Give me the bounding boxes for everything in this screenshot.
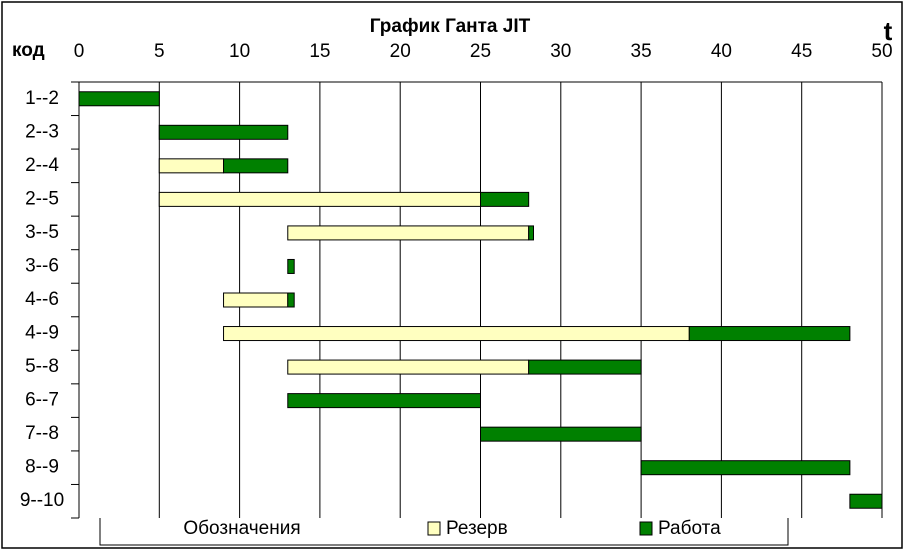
y-tick-label: 2--5 (25, 188, 59, 209)
bar (528, 225, 534, 241)
y-tick-label: 2--4 (25, 155, 59, 176)
x-tick-label: 15 (309, 41, 330, 62)
x-tick-label: 0 (74, 41, 85, 62)
bar (78, 91, 160, 107)
bar (480, 191, 530, 207)
legend-title: Обозначения (183, 518, 300, 539)
bar (688, 326, 851, 342)
bar (287, 393, 481, 409)
x-tick-label: 25 (470, 41, 491, 62)
bar (158, 158, 225, 174)
chart-title: График Ганта JIT (370, 16, 531, 37)
y-tick-label: 2--3 (25, 121, 59, 142)
legend-swatch (427, 521, 441, 536)
y-tick-label: 7--8 (25, 423, 59, 444)
bar (223, 158, 289, 174)
y-tick-label: 5--8 (25, 356, 59, 377)
bar (640, 460, 851, 476)
y-tick-label: 4--6 (25, 289, 59, 310)
x-tick-label: 30 (550, 41, 571, 62)
y-tick-label: 1--2 (25, 88, 59, 109)
legend (99, 513, 789, 546)
bar (528, 359, 642, 375)
x-axis-label: t (884, 16, 893, 46)
bar (480, 426, 642, 442)
x-tick-label: 40 (711, 41, 732, 62)
x-tick-label: 50 (871, 41, 892, 62)
x-tick-label: 45 (791, 41, 812, 62)
bar (223, 326, 690, 342)
bar (158, 191, 482, 207)
y-tick-label: 8--9 (25, 457, 59, 478)
bar (287, 225, 530, 241)
y-tick-label: 3--6 (25, 255, 59, 276)
bar (287, 292, 295, 308)
legend-label: Работа (658, 518, 721, 539)
bar (287, 258, 295, 274)
legend-swatch (639, 521, 653, 536)
x-tick-label: 5 (154, 41, 165, 62)
y-tick-label: 6--7 (25, 390, 59, 411)
x-tick-label: 10 (229, 41, 250, 62)
legend-label: Резерв (446, 518, 508, 539)
y-tick-label: 9--10 (20, 490, 64, 511)
bar (287, 359, 530, 375)
x-tick-label: 20 (390, 41, 411, 62)
y-tick-label: 3--5 (25, 222, 59, 243)
y-axis-label: код (12, 40, 45, 61)
x-tick-label: 35 (631, 41, 652, 62)
y-tick-label: 4--9 (25, 323, 59, 344)
bar (158, 124, 289, 140)
bar (849, 493, 883, 509)
bar (223, 292, 289, 308)
